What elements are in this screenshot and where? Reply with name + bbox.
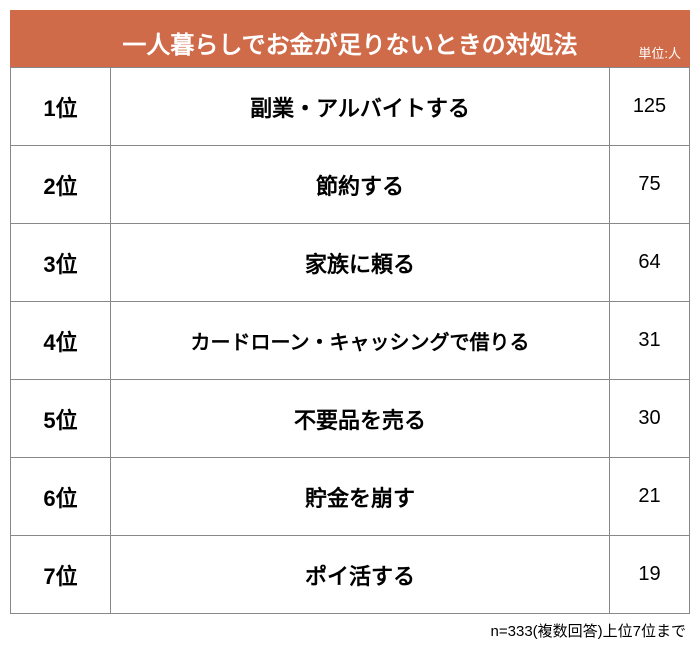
rank-cell: 5位 bbox=[11, 380, 111, 458]
table-row: 3位 家族に頼る 64 bbox=[11, 224, 690, 302]
count-cell: 125 bbox=[610, 68, 690, 146]
label-cell: 節約する bbox=[111, 146, 610, 224]
rank-cell: 7位 bbox=[11, 536, 111, 614]
count-cell: 64 bbox=[610, 224, 690, 302]
label-cell: 副業・アルバイトする bbox=[111, 68, 610, 146]
table-row: 5位 不要品を売る 30 bbox=[11, 380, 690, 458]
rank-cell: 2位 bbox=[11, 146, 111, 224]
count-cell: 30 bbox=[610, 380, 690, 458]
count-cell: 31 bbox=[610, 302, 690, 380]
footnote: n=333(複数回答)上位7位まで bbox=[10, 620, 690, 641]
count-cell: 19 bbox=[610, 536, 690, 614]
label-cell: 不要品を売る bbox=[111, 380, 610, 458]
count-cell: 75 bbox=[610, 146, 690, 224]
table-header: 一人暮らしでお金が足りないときの対処法 単位:人 bbox=[10, 10, 690, 67]
label-cell: 貯金を崩す bbox=[111, 458, 610, 536]
rank-cell: 4位 bbox=[11, 302, 111, 380]
count-cell: 21 bbox=[610, 458, 690, 536]
unit-label: 単位:人 bbox=[638, 43, 681, 62]
table-row: 1位 副業・アルバイトする 125 bbox=[11, 68, 690, 146]
table-row: 6位 貯金を崩す 21 bbox=[11, 458, 690, 536]
label-cell: ポイ活する bbox=[111, 536, 610, 614]
ranking-table: 1位 副業・アルバイトする 125 2位 節約する 75 3位 家族に頼る 64… bbox=[10, 67, 690, 614]
table-row: 2位 節約する 75 bbox=[11, 146, 690, 224]
table-row: 4位 カードローン・キャッシングで借りる 31 bbox=[11, 302, 690, 380]
rank-cell: 3位 bbox=[11, 224, 111, 302]
rank-cell: 1位 bbox=[11, 68, 111, 146]
label-cell: 家族に頼る bbox=[111, 224, 610, 302]
ranking-table-container: 一人暮らしでお金が足りないときの対処法 単位:人 1位 副業・アルバイトする 1… bbox=[10, 10, 690, 641]
table-row: 7位 ポイ活する 19 bbox=[11, 536, 690, 614]
table-title: 一人暮らしでお金が足りないときの対処法 bbox=[122, 32, 577, 59]
ranking-tbody: 1位 副業・アルバイトする 125 2位 節約する 75 3位 家族に頼る 64… bbox=[11, 68, 690, 614]
rank-cell: 6位 bbox=[11, 458, 111, 536]
label-cell: カードローン・キャッシングで借りる bbox=[111, 302, 610, 380]
